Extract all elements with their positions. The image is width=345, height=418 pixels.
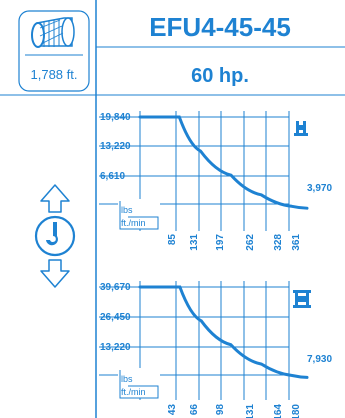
x-axis-unit: ft./min <box>121 387 146 397</box>
x-tick-label: 98 <box>215 404 226 416</box>
y-tick-label: 19,840 <box>100 112 131 123</box>
x-tick-label: 361 <box>291 234 302 251</box>
model-title: EFU4-45-45 <box>149 12 291 42</box>
y-tick-label: 6,610 <box>100 171 125 182</box>
capacity-curve <box>138 115 309 210</box>
x-tick-label: 131 <box>189 234 200 251</box>
x-tick-label: 262 <box>245 234 256 251</box>
cable-drum-icon: 1,788 ft. <box>18 10 90 92</box>
end-value-label: 7,930 <box>307 354 332 365</box>
y-axis-unit: lbs <box>121 205 133 215</box>
x-tick-label: 66 <box>189 404 200 416</box>
end-value-label: 3,970 <box>307 183 332 194</box>
y-tick-label: 13,220 <box>100 141 131 152</box>
y-tick-label: 13,220 <box>100 342 131 353</box>
unit-box <box>118 368 160 398</box>
y-axis-unit: lbs <box>121 374 133 384</box>
y-tick-label: 39,670 <box>100 282 131 293</box>
double-line-reeving-icon <box>293 290 311 308</box>
x-tick-label: 164 <box>273 404 284 418</box>
x-tick-label: 197 <box>215 234 226 251</box>
x-tick-label: 85 <box>167 234 178 246</box>
capacity-curve <box>138 285 309 379</box>
chart-single-line: 19,840 13,220 6,610 lbs ft./min 85 131 197 262 32… <box>99 111 332 251</box>
unit-box-outline <box>119 201 159 230</box>
x-axis-unit: ft./min <box>121 218 146 228</box>
x-tick-label: 131 <box>245 404 256 418</box>
y-tick-label: 26,450 <box>100 312 131 323</box>
cable-length-label: 1,788 ft. <box>31 67 78 82</box>
x-tick-label: 328 <box>273 234 284 251</box>
x-tick-label: 180 <box>291 404 302 418</box>
unit-box <box>118 199 160 229</box>
x-tick-label: 43 <box>167 404 178 416</box>
single-line-reeving-icon <box>294 121 308 136</box>
chart-double-line: 39,670 26,450 13,220 lbs ft./min 43 66 98 131 164… <box>99 281 332 418</box>
power-rating: 60 hp. <box>191 65 249 87</box>
unit-box-outline <box>119 370 159 399</box>
hook-up-down-icon <box>34 184 76 288</box>
